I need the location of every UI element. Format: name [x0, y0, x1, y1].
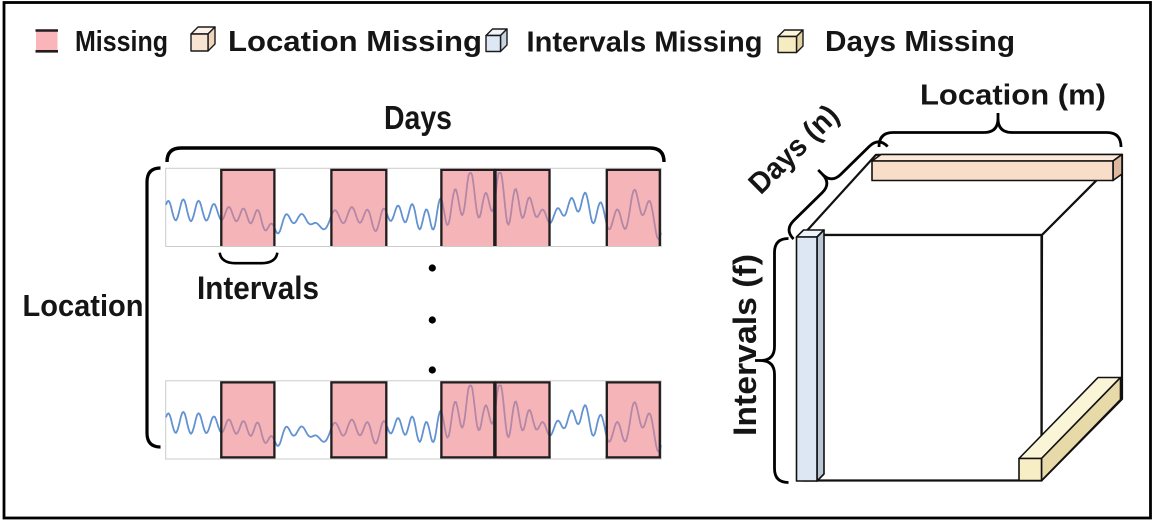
svg-text:Location Missing: Location Missing	[228, 26, 482, 58]
svg-text:Intervals (f): Intervals (f)	[727, 254, 763, 436]
svg-text:Intervals: Intervals	[197, 270, 319, 306]
svg-text:Intervals Missing: Intervals Missing	[527, 27, 763, 59]
svg-text:Location (m): Location (m)	[920, 80, 1106, 112]
svg-text:Missing: Missing	[75, 26, 168, 58]
svg-text:Days Missing: Days Missing	[825, 26, 1015, 58]
svg-text:Days (n): Days (n)	[742, 99, 845, 201]
svg-text:Days: Days	[384, 99, 452, 136]
svg-text:Location: Location	[23, 288, 144, 323]
